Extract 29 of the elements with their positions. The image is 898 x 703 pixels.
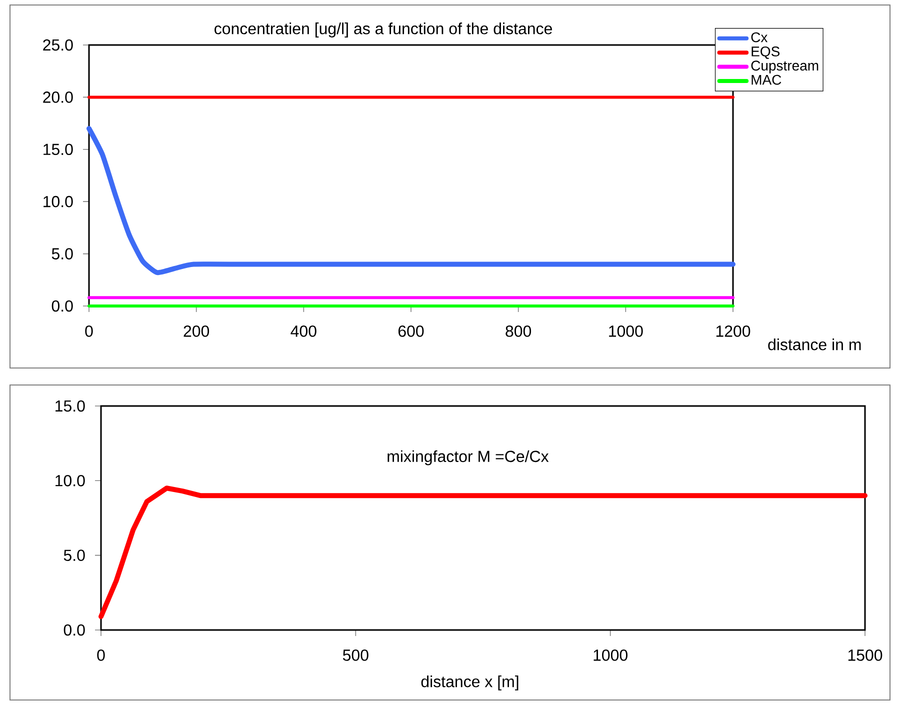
- x-tick-label: 600: [398, 326, 424, 337]
- y-tick-label: 20.0: [43, 92, 73, 103]
- legend-label: Cx: [751, 32, 768, 42]
- legend-label: Cupstream: [751, 60, 818, 74]
- x-axis-title: distance x [m]: [421, 676, 518, 690]
- y-tick-label: 5.0: [52, 248, 73, 260]
- x-tick-label: 0: [97, 650, 105, 661]
- x-tick-label: 400: [290, 326, 316, 337]
- y-tick-label: 0.0: [52, 300, 73, 312]
- x-tick-label: 800: [506, 326, 532, 337]
- y-tick-label: 0.0: [64, 624, 85, 636]
- text: mixingfactor M =Ce/Cx: [388, 450, 549, 466]
- chart-title: concentratien [ug/l] as a function of the distance: [214, 22, 552, 38]
- y-tick-label: 15.0: [44, 144, 73, 156]
- x-tick-label: 1200: [716, 326, 750, 337]
- legend-label: EQS: [752, 46, 780, 59]
- legend-label: MAC: [752, 74, 782, 85]
- x-tick-label: 1000: [594, 650, 628, 661]
- y-tick-label: 5.0: [64, 550, 85, 561]
- y-tick-label: 10.0: [44, 196, 73, 208]
- y-tick-label: 15.0: [56, 400, 85, 412]
- x-tick-label: 500: [342, 650, 368, 661]
- y-tick-label: 25.0: [43, 39, 73, 51]
- x-tick-label: 1500: [848, 650, 882, 661]
- y-tick-label: 10.0: [56, 474, 85, 486]
- x-tick-label: 200: [184, 326, 210, 337]
- x-tick-label: 1000: [609, 326, 643, 337]
- x-axis-title: distance in m: [768, 338, 861, 350]
- x-tick-label: 0: [85, 326, 93, 337]
